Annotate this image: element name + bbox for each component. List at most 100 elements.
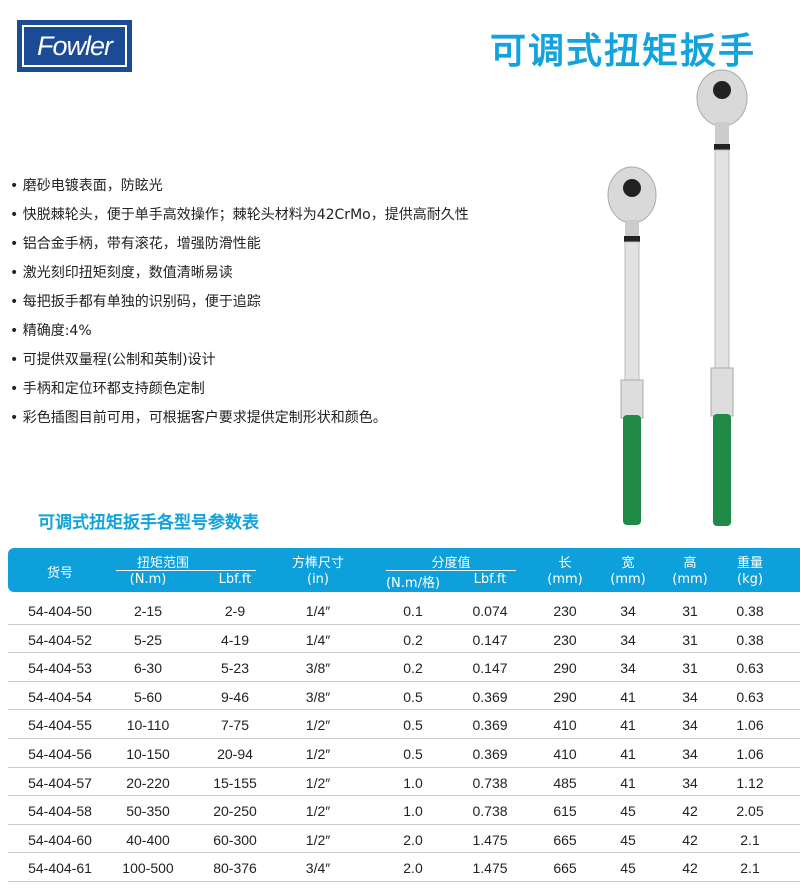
torque-wrench-image: [607, 69, 748, 526]
col-torque-lbf: Lbf.ft: [218, 572, 252, 587]
cell-div-lbf: 0.369: [472, 745, 508, 762]
cell-length: 230: [553, 631, 577, 648]
large-wrench: [696, 69, 748, 526]
cell-torque-nm: 10-110: [126, 717, 170, 734]
cell-torque-nm: 5-60: [133, 688, 163, 705]
feature-item: 彩色插图目前可用，可根据客户要求提供定制形状和颜色。: [10, 408, 469, 437]
cell-length: 665: [553, 831, 577, 848]
cell-drive: 1/2″: [305, 774, 331, 791]
cell-torque-lbf: 2-9: [224, 603, 246, 619]
cell-drive: 1/2″: [305, 803, 331, 820]
cell-div-lbf: 0.369: [472, 688, 508, 705]
cell-torque-nm: 50-350: [126, 803, 170, 820]
cell-drive: 1/4″: [305, 603, 331, 619]
cell-length: 410: [553, 745, 577, 762]
cell-length: 665: [553, 860, 577, 877]
col-length-unit: (mm): [547, 572, 583, 587]
table-title: 可调式扭矩扳手各型号参数表: [38, 513, 259, 533]
table-header: 货号 扭矩范围 (N.m) Lbf.ft 方榫尺寸 (in) 分度值 (N.m/…: [8, 548, 800, 592]
cell-torque-nm: 2-15: [133, 603, 163, 619]
col-height-unit: (mm): [672, 572, 708, 587]
feature-item: 磨砂电镀表面，防眩光: [10, 176, 469, 205]
col-div-nm: (N.m/格): [385, 576, 441, 591]
cell-width: 41: [620, 688, 636, 705]
cell-length: 230: [553, 603, 577, 619]
cell-torque-lbf: 9-46: [220, 688, 250, 705]
cell-model: 54-404-57: [28, 774, 92, 791]
col-torque: 扭矩范围: [136, 556, 190, 571]
cell-length: 485: [553, 774, 577, 791]
cell-width: 41: [620, 717, 636, 734]
cell-height: 34: [682, 717, 698, 734]
cell-drive: 1/4″: [305, 631, 331, 648]
cell-height: 34: [682, 745, 698, 762]
feature-item: 精确度:4%: [10, 321, 469, 350]
cell-torque-lbf: 5-23: [220, 660, 250, 677]
cell-div-lbf: 1.475: [472, 831, 508, 848]
feature-list: 磨砂电镀表面，防眩光快脱棘轮头，便于单手高效操作；棘轮头材料为42CrMo，提供…: [10, 176, 469, 437]
cell-weight: 0.38: [736, 603, 764, 619]
cell-div-nm: 1.0: [403, 803, 423, 820]
cell-width: 45: [620, 803, 636, 820]
cell-drive: 3/8″: [305, 660, 331, 677]
cell-model: 54-404-61: [28, 860, 92, 877]
cell-torque-nm: 10-150: [126, 745, 170, 762]
cell-div-nm: 1.0: [403, 774, 423, 791]
cell-length: 615: [553, 803, 577, 820]
cell-torque-nm: 5-25: [133, 631, 163, 648]
cell-drive: 3/8″: [305, 688, 331, 705]
cell-width: 45: [620, 860, 636, 877]
col-div-lbf: Lbf.ft: [473, 572, 507, 587]
cell-height: 31: [682, 603, 698, 619]
table-row: 54-404-50 2-15 2-9 1/4″ 0.1 0.074 230 34 31 0.38: [8, 596, 800, 625]
cell-length: 290: [553, 688, 577, 705]
cell-length: 290: [553, 660, 577, 677]
cell-torque-lbf: 20-250: [213, 803, 257, 820]
cell-model: 54-404-50: [28, 603, 92, 619]
col-drive: 方榫尺寸: [291, 556, 345, 571]
cell-height: 34: [682, 774, 698, 791]
cell-height: 42: [682, 831, 698, 848]
cell-div-nm: 0.1: [403, 603, 423, 619]
col-model: 货号: [46, 566, 74, 581]
cell-weight: 0.63: [736, 688, 764, 705]
table-row: 54-404-58 50-350 20-250 1/2″ 1.0 0.738 615 45 42…: [8, 796, 800, 825]
cell-torque-nm: 20-220: [126, 774, 170, 791]
cell-model: 54-404-56: [28, 745, 92, 762]
feature-item: 铝合金手柄，带有滚花，增强防滑性能: [10, 234, 469, 263]
col-width-unit: (mm): [610, 572, 646, 587]
cell-drive: 1/2″: [305, 831, 331, 848]
cell-torque-lbf: 20-94: [217, 745, 253, 762]
cell-width: 34: [620, 631, 636, 648]
cell-torque-lbf: 15-155: [213, 774, 257, 791]
cell-div-nm: 0.2: [403, 631, 423, 648]
cell-width: 34: [620, 603, 636, 619]
cell-drive: 3/4″: [305, 860, 331, 877]
cell-weight: 0.63: [736, 660, 764, 677]
feature-item: 激光刻印扭矩刻度，数值清晰易读: [10, 263, 469, 292]
table-row: 54-404-61 100-500 80-376 3/4″ 2.0 1.475 665 45 4…: [8, 853, 800, 882]
cell-length: 410: [553, 717, 577, 734]
cell-width: 34: [620, 660, 636, 677]
col-div: 分度值: [431, 556, 471, 571]
cell-torque-lbf: 80-376: [213, 860, 257, 877]
cell-div-nm: 2.0: [403, 831, 423, 848]
cell-model: 54-404-58: [28, 803, 92, 820]
table-row: 54-404-53 6-30 5-23 3/8″ 0.2 0.147 290 34 31 0.63: [8, 653, 800, 682]
cell-weight: 1.06: [736, 745, 764, 762]
cell-torque-lbf: 60-300: [213, 831, 257, 848]
cell-width: 41: [620, 774, 636, 791]
cell-width: 45: [620, 831, 636, 848]
col-width: 宽: [621, 556, 635, 571]
cell-div-lbf: 0.738: [472, 803, 508, 820]
cell-div-lbf: 0.738: [472, 774, 508, 791]
cell-torque-nm: 100-500: [122, 860, 174, 877]
logo-text: Fowler: [22, 25, 127, 67]
col-weight-unit: (kg): [737, 572, 763, 587]
cell-torque-lbf: 4-19: [220, 631, 250, 648]
cell-div-lbf: 0.369: [472, 717, 508, 734]
feature-item: 可提供双量程(公制和英制)设计: [10, 350, 469, 379]
table-row: 54-404-60 40-400 60-300 1/2″ 2.0 1.475 665 45 42…: [8, 825, 800, 854]
table-row: 54-404-57 20-220 15-155 1/2″ 1.0 0.738 485 41 34…: [8, 768, 800, 797]
cell-weight: 2.1: [740, 831, 760, 848]
